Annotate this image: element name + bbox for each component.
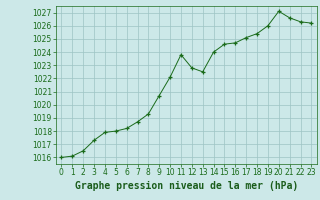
X-axis label: Graphe pression niveau de la mer (hPa): Graphe pression niveau de la mer (hPa) — [75, 181, 298, 191]
